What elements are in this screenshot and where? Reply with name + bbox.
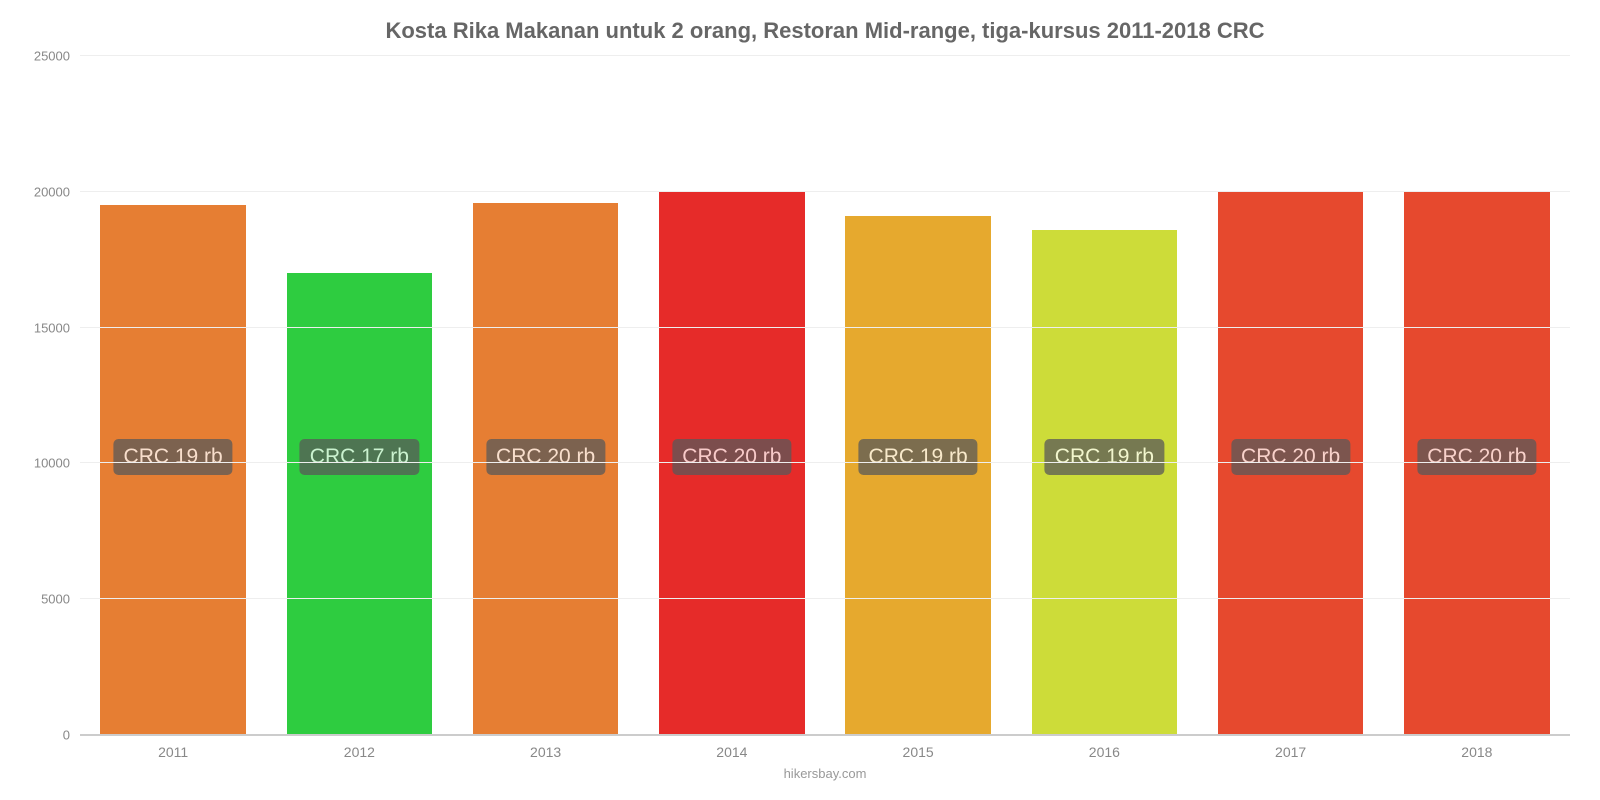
value-badge: CRC 20 rb <box>672 439 791 475</box>
bar-slot: CRC 19 rb <box>825 56 1011 735</box>
value-badge: CRC 19 rb <box>1045 439 1164 475</box>
bar <box>845 216 990 735</box>
value-badge: CRC 20 rb <box>1417 439 1536 475</box>
x-tick-label: 2016 <box>1011 744 1197 760</box>
attribution: hikersbay.com <box>80 766 1570 781</box>
x-axis: 20112012201320142015201620172018 <box>80 744 1570 760</box>
plot-area: CRC 19 rb CRC 17 rb CRC 20 rb CRC 20 rb CRC … <box>80 56 1570 736</box>
y-tick-label: 10000 <box>20 456 70 471</box>
gridline <box>80 734 1570 735</box>
value-badge: CRC 19 rb <box>114 439 233 475</box>
gridline <box>80 598 1570 599</box>
x-tick-label: 2013 <box>453 744 639 760</box>
y-tick-label: 5000 <box>20 592 70 607</box>
y-tick-label: 25000 <box>20 49 70 64</box>
bar-slot: CRC 20 rb <box>639 56 825 735</box>
bar-slot: CRC 20 rb <box>1384 56 1570 735</box>
y-tick-label: 0 <box>20 728 70 743</box>
x-tick-label: 2011 <box>80 744 266 760</box>
bar-slot: CRC 17 rb <box>266 56 452 735</box>
bars-container: CRC 19 rb CRC 17 rb CRC 20 rb CRC 20 rb CRC … <box>80 56 1570 735</box>
y-tick-label: 15000 <box>20 320 70 335</box>
value-badge: CRC 17 rb <box>300 439 419 475</box>
x-tick-label: 2015 <box>825 744 1011 760</box>
value-badge: CRC 19 rb <box>859 439 978 475</box>
value-badge: CRC 20 rb <box>486 439 605 475</box>
x-tick-label: 2017 <box>1198 744 1384 760</box>
bar <box>287 273 432 735</box>
bar <box>1032 230 1177 735</box>
gridline <box>80 191 1570 192</box>
bar-slot: CRC 20 rb <box>1198 56 1384 735</box>
x-tick-label: 2012 <box>266 744 452 760</box>
bar-chart: Kosta Rika Makanan untuk 2 orang, Restor… <box>0 0 1600 800</box>
bar-slot: CRC 20 rb <box>453 56 639 735</box>
chart-title: Kosta Rika Makanan untuk 2 orang, Restor… <box>80 18 1570 44</box>
x-tick-label: 2018 <box>1384 744 1570 760</box>
bar-slot: CRC 19 rb <box>80 56 266 735</box>
gridline <box>80 327 1570 328</box>
value-badge: CRC 20 rb <box>1231 439 1350 475</box>
gridline <box>80 55 1570 56</box>
gridline <box>80 462 1570 463</box>
x-tick-label: 2014 <box>639 744 825 760</box>
bar-slot: CRC 19 rb <box>1011 56 1197 735</box>
y-tick-label: 20000 <box>20 184 70 199</box>
